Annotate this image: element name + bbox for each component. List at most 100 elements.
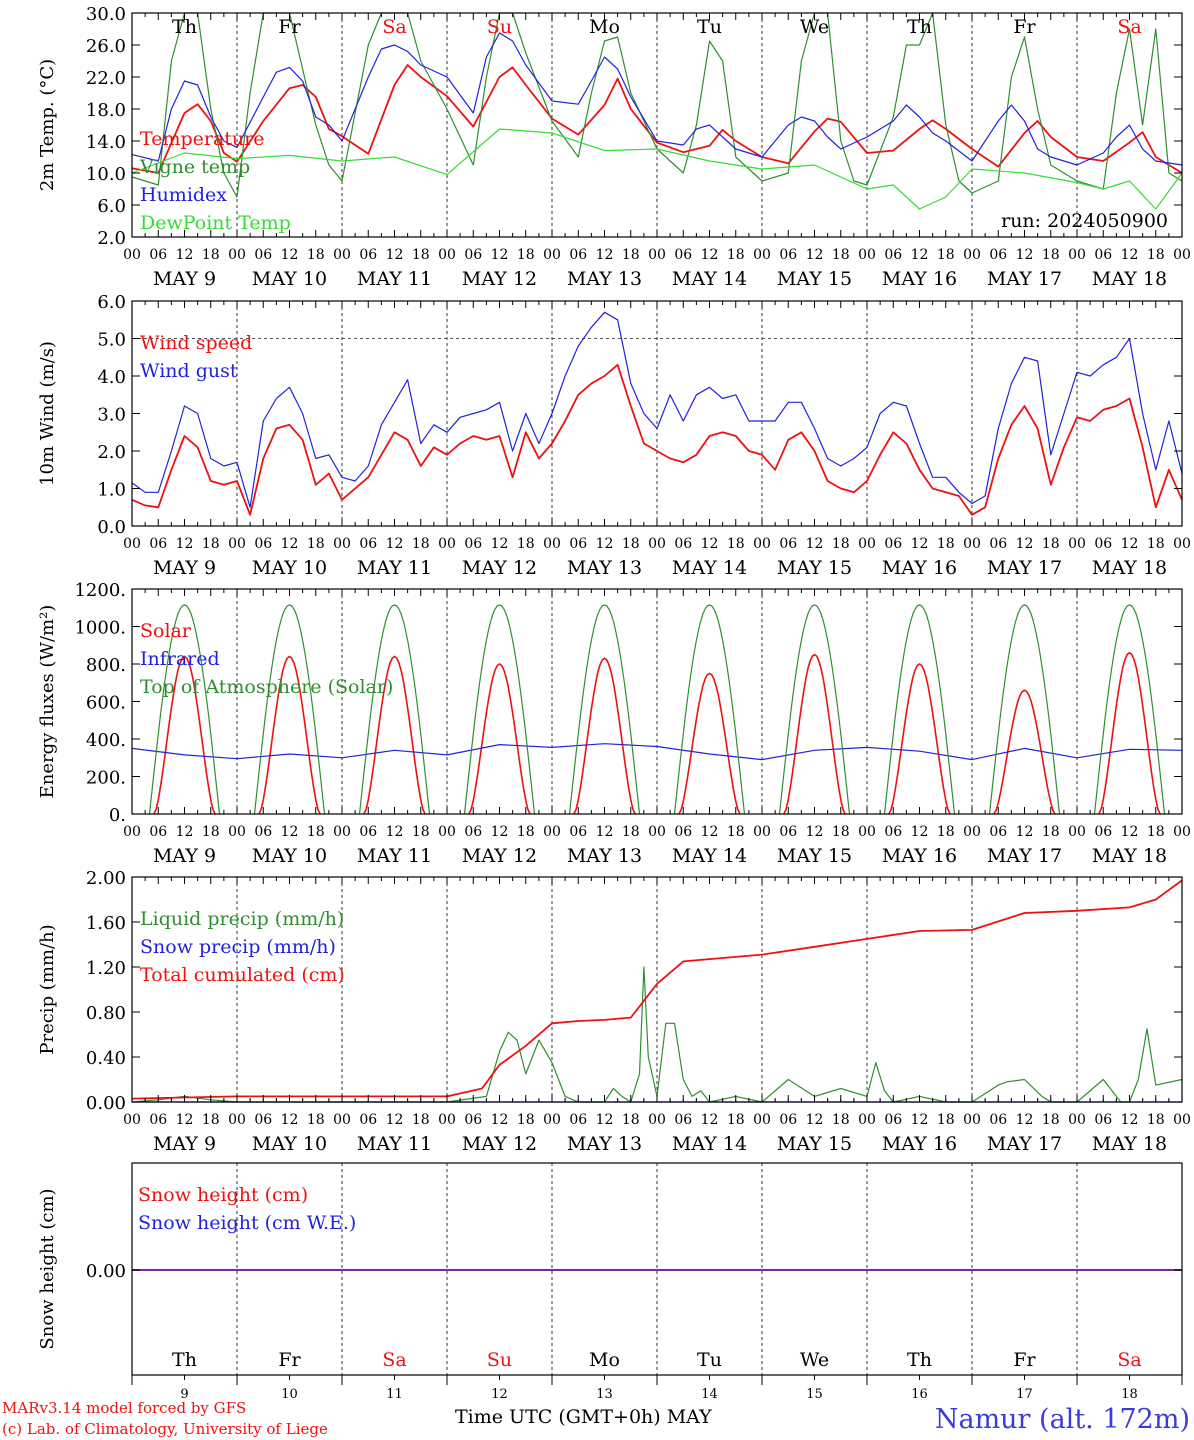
date-label: MAY 9: [153, 845, 216, 867]
date-label: MAY 10: [252, 268, 327, 290]
hour-tick-label: 00: [333, 1112, 351, 1128]
hour-tick-label: 12: [806, 536, 824, 552]
weekday-label: Fr: [1013, 1349, 1036, 1371]
hour-tick-label: 18: [622, 1112, 640, 1128]
hour-tick-label: 12: [1121, 247, 1139, 263]
hour-tick-label: 06: [1094, 1112, 1112, 1128]
date-label: MAY 9: [153, 268, 216, 290]
hour-tick-label: 18: [307, 536, 325, 552]
hour-tick-label: 18: [202, 824, 220, 840]
date-label: MAY 12: [462, 268, 537, 290]
hour-tick-label: 06: [779, 536, 797, 552]
y-tick-label: 0.40: [86, 1048, 126, 1069]
hour-tick-label: 18: [412, 247, 430, 263]
date-label: MAY 16: [882, 1133, 957, 1155]
weekday-label: Th: [907, 16, 932, 38]
hour-tick-label: 18: [1042, 824, 1060, 840]
hour-tick-label: 12: [701, 1112, 719, 1128]
hour-tick-label: 00: [228, 247, 246, 263]
weekday-label: Tu: [697, 16, 722, 38]
series-line-toa-solar: [148, 604, 1166, 815]
y-tick-label: 0.00: [86, 1261, 126, 1282]
hour-tick-label: 18: [517, 536, 535, 552]
hour-tick-label: 12: [1121, 1112, 1139, 1128]
hour-tick-label: 06: [884, 247, 902, 263]
hour-tick-label: 12: [806, 824, 824, 840]
hour-tick-label: 06: [464, 824, 482, 840]
hour-tick-label: 06: [674, 247, 692, 263]
hour-tick-label: 00: [858, 824, 876, 840]
y-tick-label: 1000.: [74, 618, 126, 639]
hour-tick-label: 12: [806, 1112, 824, 1128]
legend-entry: Top of Atmosphere (Solar): [140, 676, 393, 698]
legend-entry: Wind gust: [140, 360, 238, 382]
hour-tick-label: 18: [727, 824, 745, 840]
y-tick-label: 22.0: [86, 68, 126, 89]
hour-tick-label: 12: [491, 536, 509, 552]
panel-3-series: [131, 604, 1183, 815]
hour-tick-label: 18: [937, 247, 955, 263]
series-line-wind-gust: [131, 311, 1183, 508]
hour-tick-label: 12: [1016, 824, 1034, 840]
hour-tick-label: 12: [806, 247, 824, 263]
date-label: MAY 17: [987, 845, 1062, 867]
panel-frame: [131, 12, 1183, 238]
hour-tick-label: 00: [1173, 1112, 1191, 1128]
hour-tick-label: 00: [123, 1112, 141, 1128]
day-number-label: 14: [701, 1387, 718, 1402]
y-tick-label: 0.80: [86, 1003, 126, 1024]
hour-tick-label: 18: [517, 1112, 535, 1128]
date-label: MAY 12: [462, 557, 537, 579]
hour-tick-label: 00: [648, 1112, 666, 1128]
date-label: MAY 11: [357, 845, 432, 867]
hour-tick-label: 12: [1121, 536, 1139, 552]
grid-layer: [132, 13, 1182, 1375]
hour-tick-label: 18: [517, 247, 535, 263]
hour-tick-label: 06: [884, 824, 902, 840]
hour-tick-label: 18: [727, 1112, 745, 1128]
y-tick-label: 0.0: [97, 517, 126, 538]
hour-tick-label: 00: [543, 824, 561, 840]
hour-tick-label: 06: [254, 824, 272, 840]
weekday-label: Su: [487, 16, 512, 38]
hour-tick-label: 00: [1068, 247, 1086, 263]
series-line-infrared: [131, 743, 1183, 761]
y-tick-label: 10.0: [86, 164, 126, 185]
day-number-label: 10: [281, 1387, 298, 1402]
hour-tick-label: 06: [569, 536, 587, 552]
legend-entry: Snow height (cm): [138, 1184, 308, 1206]
y-tick-label: 0.: [109, 805, 126, 826]
hour-tick-label: 12: [1016, 1112, 1034, 1128]
legend-entry: DewPoint Temp: [140, 212, 291, 234]
hour-tick-label: 12: [911, 1112, 929, 1128]
y-tick-label: 600.: [86, 693, 126, 714]
hour-tick-label: 18: [727, 247, 745, 263]
hour-tick-label: 12: [701, 824, 719, 840]
hour-tick-label: 06: [569, 247, 587, 263]
hour-tick-label: 00: [963, 1112, 981, 1128]
series-line-humidex: [131, 32, 1183, 166]
hour-tick-label: 18: [727, 536, 745, 552]
hour-tick-label: 12: [596, 536, 614, 552]
hour-tick-label: 00: [858, 536, 876, 552]
hour-tick-label: 12: [701, 536, 719, 552]
date-label: MAY 13: [567, 268, 642, 290]
weekday-label: Th: [172, 1349, 197, 1371]
station-label: Namur (alt. 172m): [935, 1404, 1190, 1435]
date-label: MAY 13: [567, 1133, 642, 1155]
text-layer: 00 06 12 18 MAY 9 00 06 12 18 MAY 10 00 06 12 18 MAY 1…: [37, 4, 1191, 1402]
hour-tick-label: 12: [596, 824, 614, 840]
frames-layer: [131, 12, 1183, 1385]
hour-tick-label: 00: [963, 247, 981, 263]
hour-tick-label: 18: [832, 824, 850, 840]
date-label: MAY 18: [1092, 557, 1167, 579]
hour-tick-label: 18: [622, 824, 640, 840]
day-number-label: 15: [806, 1387, 823, 1402]
hour-tick-label: 12: [176, 536, 194, 552]
hour-tick-label: 06: [674, 1112, 692, 1128]
panel-frame: [131, 300, 1183, 527]
y-tick-label: 2.00: [86, 868, 126, 889]
hour-tick-label: 06: [149, 536, 167, 552]
hour-tick-label: 06: [989, 536, 1007, 552]
day-number-label: 11: [386, 1387, 403, 1402]
